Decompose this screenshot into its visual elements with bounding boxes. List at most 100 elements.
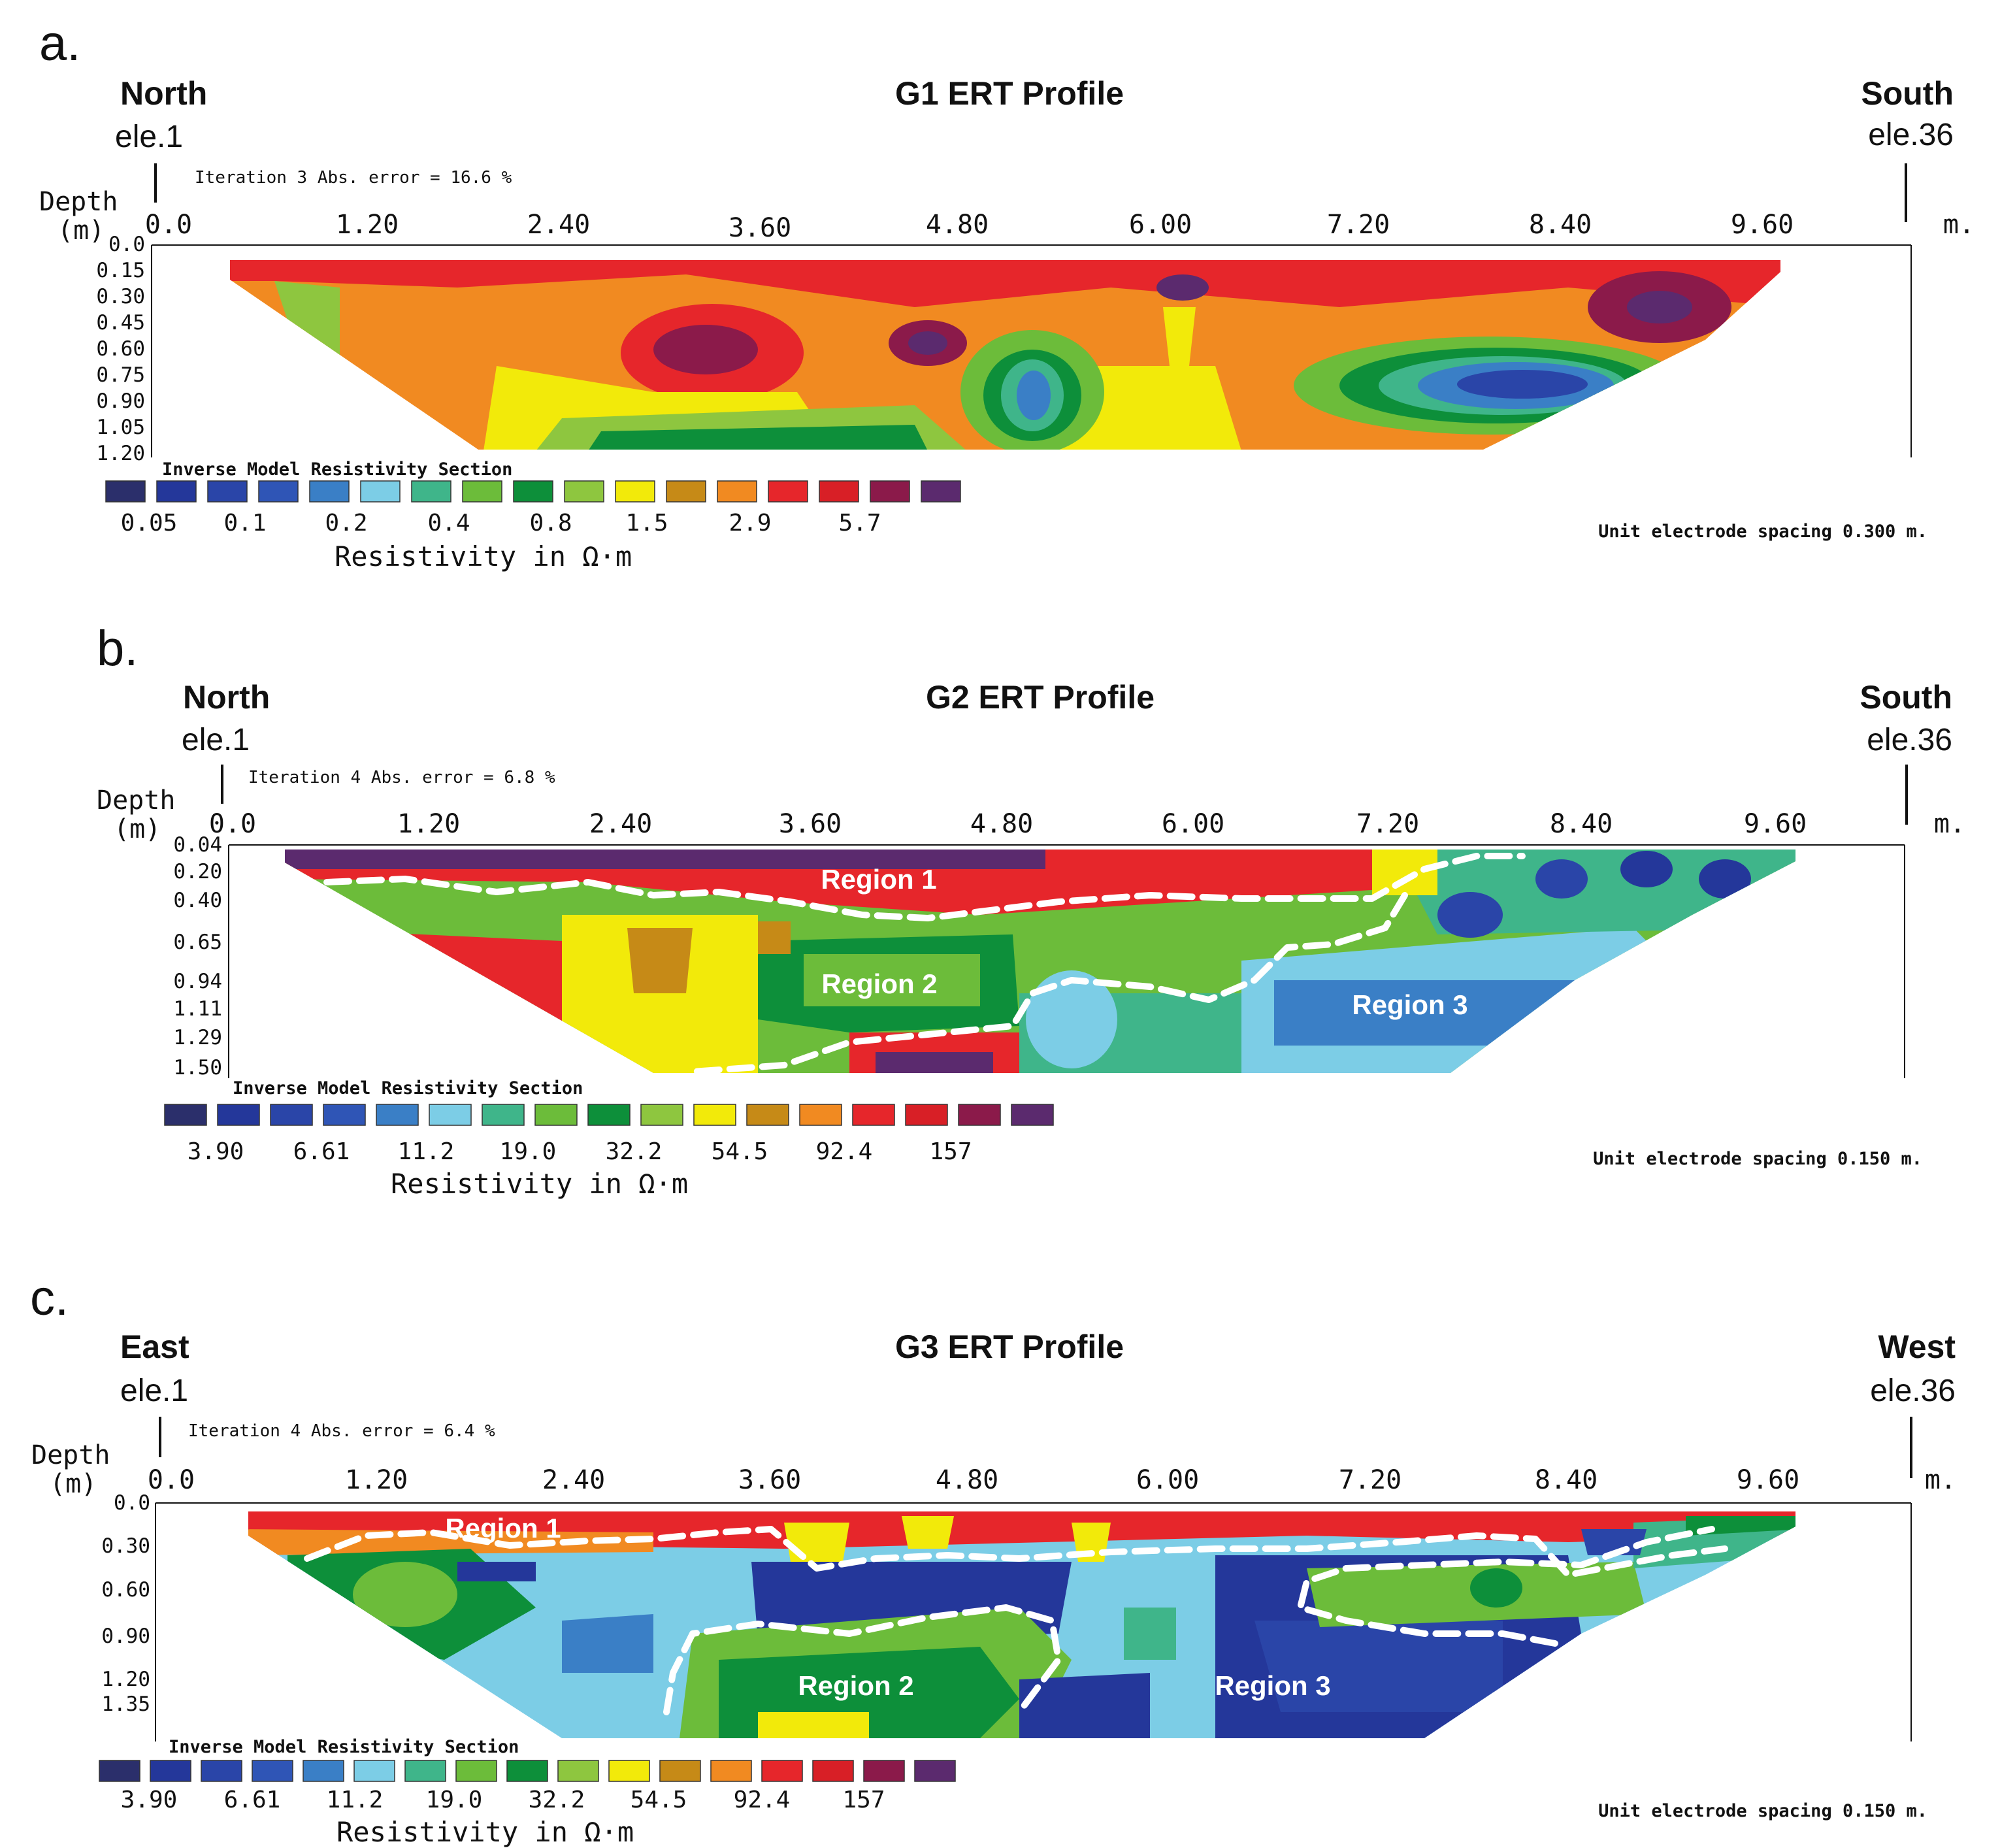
depth-tick: 0.0 <box>114 1491 150 1515</box>
x-tick: 3.60 <box>738 1465 801 1495</box>
legend-value: 157 <box>842 1787 885 1813</box>
legend-swatch <box>659 1760 701 1782</box>
x-tick: 8.40 <box>1550 809 1613 839</box>
legend-value: 19.0 <box>500 1138 557 1165</box>
resistivity-unit-label: Resistivity in Ω·m <box>391 1168 688 1200</box>
legend-swatch <box>693 1104 736 1126</box>
x-tick: 9.60 <box>1731 210 1794 240</box>
x-tick: 3.60 <box>729 213 791 243</box>
resistivity-unit-label: Resistivity in Ω·m <box>335 540 632 572</box>
legend-swatch <box>587 1104 631 1126</box>
legend-value: 157 <box>929 1138 972 1165</box>
legend-swatch <box>99 1760 140 1782</box>
legend-swatch <box>768 480 808 503</box>
region-boundary <box>1297 1526 1715 1647</box>
depth-tick: 0.90 <box>101 1625 150 1648</box>
legend-value: 92.4 <box>734 1787 791 1813</box>
electrode-spacing-label: Unit electrode spacing 0.300 m. <box>1598 521 1927 542</box>
resistivity-unit-label: Resistivity in Ω·m <box>336 1816 634 1848</box>
depth-unit-label: (m) <box>114 814 161 844</box>
region-label: Region 1 <box>445 1513 561 1543</box>
legend-swatch <box>455 1760 497 1782</box>
legend-swatch <box>309 480 350 503</box>
electrode-spacing-label: Unit electrode spacing 0.150 m. <box>1598 1801 1927 1821</box>
depth-tick: 1.20 <box>101 1668 150 1691</box>
depth-unit-label: (m) <box>57 216 105 246</box>
x-tick: 2.40 <box>542 1465 605 1495</box>
x-tick: 7.20 <box>1356 809 1419 839</box>
legend-swatch <box>746 1104 789 1126</box>
depth-tick: 0.30 <box>101 1534 150 1558</box>
right-direction-label: West <box>1878 1328 1956 1365</box>
depth-axis-ticks: 0.04 0.20 0.40 0.65 0.94 1.11 1.29 1.50 <box>173 833 222 1080</box>
depth-tick: 0.0 <box>108 233 145 256</box>
legend-swatch <box>513 480 553 503</box>
left-electrode-label: ele.1 <box>120 1374 188 1408</box>
region-boundary <box>689 892 1408 1075</box>
left-direction-label: East <box>120 1328 189 1365</box>
region-label: Region 2 <box>798 1670 913 1701</box>
legend-swatch <box>564 480 604 503</box>
left-electrode-label: ele.1 <box>182 723 250 757</box>
x-tick: 2.40 <box>527 210 590 240</box>
legend-swatch <box>710 1760 752 1782</box>
legend-value: 0.4 <box>427 510 470 536</box>
region-label: Region 1 <box>821 864 936 895</box>
legend-swatch <box>557 1760 599 1782</box>
x-tick: 1.20 <box>397 809 460 839</box>
legend-swatch <box>482 1104 525 1126</box>
x-tick: 7.20 <box>1327 210 1390 240</box>
depth-tick: 0.04 <box>173 833 222 857</box>
legend-swatch <box>819 480 859 503</box>
legend-swatch <box>666 480 706 503</box>
x-tick: 8.40 <box>1529 210 1592 240</box>
legend-swatch <box>1011 1104 1054 1126</box>
legend-value: 6.61 <box>293 1138 350 1165</box>
x-tick: 0.0 <box>145 210 192 240</box>
legend-swatch <box>207 480 248 503</box>
region-boundary <box>663 1604 1062 1715</box>
legend-value: 32.2 <box>606 1138 663 1165</box>
legend-swatch <box>376 1104 419 1126</box>
x-tick: 0.0 <box>148 1465 195 1495</box>
legend-swatch <box>852 1104 895 1126</box>
legend-title: Inverse Model Resistivity Section <box>162 459 512 480</box>
x-unit-label: m. <box>1925 1465 1956 1495</box>
region-label: Region 3 <box>1352 989 1467 1020</box>
depth-tick: 1.20 <box>96 442 145 465</box>
x-tick: 4.80 <box>936 1465 998 1495</box>
legend-value: 11.2 <box>398 1138 455 1165</box>
depth-tick: 0.75 <box>96 363 145 387</box>
legend-swatch <box>905 1104 948 1126</box>
right-direction-label: South <box>1860 679 1952 716</box>
region-boundary <box>323 853 1526 921</box>
panel-letter-a: a. <box>39 16 80 71</box>
depth-tick: 1.29 <box>173 1026 222 1049</box>
legend-swatch <box>534 1104 578 1126</box>
depth-axis-ticks: 0.0 0.15 0.30 0.45 0.60 0.75 0.90 1.05 1… <box>96 233 145 465</box>
depth-tick: 0.90 <box>96 389 145 413</box>
depth-label: Depth <box>39 187 118 217</box>
region-label: Region 2 <box>821 968 937 999</box>
legend-values: 3.90 6.61 11.2 19.0 32.2 54.5 92.4 157 <box>121 1787 885 1813</box>
legend-value: 54.5 <box>631 1787 687 1813</box>
profile-c: c. East ele.1 West ele.36 G3 ERT Profile… <box>30 1270 1956 1848</box>
legend-value: 54.5 <box>712 1138 768 1165</box>
color-legend <box>99 1760 956 1782</box>
legend-values: 0.05 0.1 0.2 0.4 0.8 1.5 2.9 5.7 <box>121 510 881 536</box>
legend-swatch <box>217 1104 260 1126</box>
depth-tick: 0.40 <box>173 889 222 912</box>
color-legend <box>105 480 961 503</box>
x-unit-label: m. <box>1934 809 1965 839</box>
depth-tick: 0.20 <box>173 860 222 883</box>
depth-tick: 0.45 <box>96 311 145 335</box>
right-electrode-label: ele.36 <box>1867 723 1952 757</box>
legend-swatch <box>812 1760 854 1782</box>
x-tick: 1.20 <box>345 1465 408 1495</box>
x-tick: 0.0 <box>209 809 256 839</box>
legend-value: 19.0 <box>426 1787 483 1813</box>
legend-swatch <box>360 480 401 503</box>
legend-swatch <box>258 480 299 503</box>
legend-swatch <box>921 480 961 503</box>
